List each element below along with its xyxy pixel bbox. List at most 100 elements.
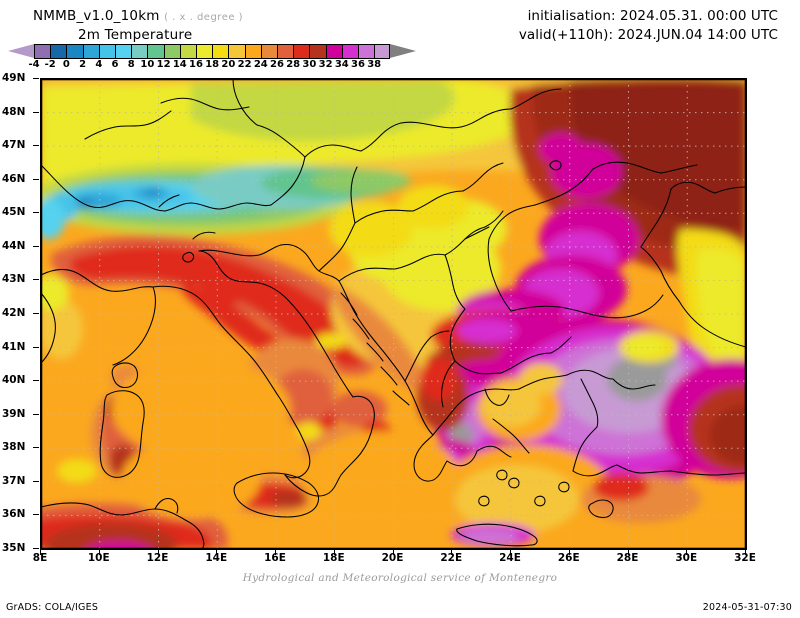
y-axis-tick bbox=[33, 514, 39, 516]
y-axis-tick bbox=[33, 178, 39, 180]
colorbar-segment bbox=[66, 44, 83, 59]
units-note: ( . x . degree ) bbox=[164, 12, 244, 23]
field-title: 2m Temperature bbox=[78, 27, 193, 43]
colorbar-over-arrow bbox=[390, 44, 417, 58]
colorbar-tick: 0 bbox=[62, 59, 70, 70]
colorbar-tick: 38 bbox=[367, 59, 382, 70]
y-axis-tick-label: 37N bbox=[2, 474, 26, 487]
y-axis-tick-label: 43N bbox=[2, 273, 26, 286]
colorbar-tick: 4 bbox=[95, 59, 103, 70]
generation-timestamp: 2024-05-31-07:30 bbox=[702, 602, 792, 613]
colorbar-tick: 2 bbox=[79, 59, 87, 70]
colorbar-segment bbox=[131, 44, 148, 59]
y-axis-tick bbox=[33, 145, 39, 147]
colorbar-tick: 18 bbox=[205, 59, 220, 70]
y-axis-tick bbox=[33, 447, 39, 449]
x-axis-tick-label: 26E bbox=[557, 552, 580, 564]
colorbar-segment bbox=[147, 44, 164, 59]
x-axis-tick bbox=[98, 549, 100, 555]
x-axis-tick bbox=[157, 549, 159, 555]
y-axis-tick-label: 44N bbox=[2, 239, 26, 252]
colorbar-tick: 26 bbox=[270, 59, 284, 70]
temperature-map[interactable] bbox=[40, 78, 747, 550]
x-axis-tick bbox=[627, 549, 629, 555]
colorbar-segment bbox=[293, 44, 310, 59]
colorbar-tick: 8 bbox=[127, 59, 135, 70]
x-axis-tick bbox=[686, 549, 688, 555]
valid-time: valid(+110h): 2024.JUN.04 14:00 UTC bbox=[518, 27, 778, 43]
x-axis-tick-label: 10E bbox=[87, 552, 110, 564]
y-axis-tick-label: 35N bbox=[2, 542, 26, 554]
x-axis-tick bbox=[745, 549, 746, 555]
x-axis-tick-label: 20E bbox=[381, 552, 404, 564]
colorbar-tick: 6 bbox=[111, 59, 119, 70]
colorbar-tick: 30 bbox=[302, 59, 317, 70]
colorbar-tick: -2 bbox=[44, 59, 56, 70]
colorbar-segment bbox=[277, 44, 294, 59]
colorbar-segment bbox=[34, 44, 51, 59]
y-axis-tick bbox=[33, 111, 39, 113]
colorbar-tick: 24 bbox=[253, 59, 268, 70]
colorbar-tick-labels: -4 -2 0 2 4 6 8 10 12 14 16 18 20 22 24 26 28 30 32 34 36 38 bbox=[8, 59, 448, 72]
colorbar-segment bbox=[179, 44, 196, 59]
colorbar-under-arrow bbox=[8, 44, 34, 58]
y-axis-tick bbox=[33, 346, 39, 348]
colorbar-segment bbox=[196, 44, 213, 59]
colorbar-tick: -4 bbox=[28, 59, 40, 70]
model-title-text: NMMB_v1.0_10km bbox=[33, 8, 160, 24]
y-axis-tick-label: 40N bbox=[2, 374, 26, 387]
colorbar-segment bbox=[82, 44, 99, 59]
colorbar-segment bbox=[325, 44, 342, 59]
initialisation-time: initialisation: 2024.05.31. 00:00 UTC bbox=[527, 8, 778, 24]
y-axis-tick bbox=[33, 313, 39, 314]
colorbar-tick: 34 bbox=[334, 59, 349, 70]
y-axis-tick bbox=[33, 212, 39, 214]
y-axis-tick-label: 48N bbox=[2, 105, 26, 118]
colorbar-segment bbox=[228, 44, 245, 59]
x-axis-tick-label: 28E bbox=[616, 552, 639, 564]
y-axis-tick bbox=[33, 413, 39, 415]
model-title: NMMB_v1.0_10km ( . x . degree ) bbox=[33, 8, 243, 24]
x-axis-tick-label: 24E bbox=[499, 552, 521, 564]
x-axis-tick bbox=[568, 549, 570, 555]
x-axis-tick bbox=[451, 549, 453, 555]
colorbar-tick: 32 bbox=[318, 59, 333, 70]
y-axis-tick-label: 38N bbox=[2, 441, 26, 454]
x-axis-tick-label: 14E bbox=[205, 552, 228, 564]
colorbar-segment bbox=[374, 44, 391, 59]
y-axis-tick bbox=[33, 279, 39, 281]
grads-credit: GrADS: COLA/IGES bbox=[6, 602, 99, 613]
y-axis-tick bbox=[33, 78, 39, 79]
colorbar-tick: 16 bbox=[189, 59, 203, 70]
x-axis-tick bbox=[40, 549, 41, 555]
y-axis-tick-label: 41N bbox=[2, 340, 26, 353]
x-axis-tick-label: 32E bbox=[734, 552, 756, 564]
x-axis-tick-label: 18E bbox=[322, 552, 345, 564]
colorbar-segment bbox=[115, 44, 132, 59]
colorbar-segment bbox=[212, 44, 229, 59]
x-axis-tick-label: 22E bbox=[440, 552, 463, 564]
y-axis-tick-label: 46N bbox=[2, 172, 26, 185]
colorbar bbox=[8, 44, 428, 59]
colorbar-tick: 20 bbox=[221, 59, 236, 70]
x-axis-tick bbox=[216, 549, 218, 555]
colorbar-segment bbox=[260, 44, 277, 59]
x-axis-tick-label: 8E bbox=[32, 552, 48, 564]
x-axis-tick bbox=[510, 549, 511, 555]
colorbar-segment bbox=[50, 44, 67, 59]
x-axis-tick bbox=[333, 549, 335, 555]
colorbar-segment bbox=[341, 44, 358, 59]
y-axis-tick-label: 42N bbox=[2, 307, 26, 319]
x-axis-tick-label: 30E bbox=[675, 552, 698, 564]
x-axis-tick bbox=[275, 549, 276, 555]
y-axis-tick-label: 45N bbox=[2, 206, 26, 219]
colorbar-segment bbox=[163, 44, 180, 59]
colorbar-tick: 28 bbox=[286, 59, 301, 70]
y-axis-tick-label: 47N bbox=[2, 139, 26, 152]
colorbar-segment bbox=[358, 44, 375, 59]
colorbar-tick: 22 bbox=[237, 59, 252, 70]
service-credit: Hydrological and Meteorological service … bbox=[242, 572, 558, 584]
y-axis-tick-label: 49N bbox=[2, 72, 26, 84]
colorbar-segment bbox=[98, 44, 115, 59]
x-axis-tick bbox=[392, 549, 394, 555]
